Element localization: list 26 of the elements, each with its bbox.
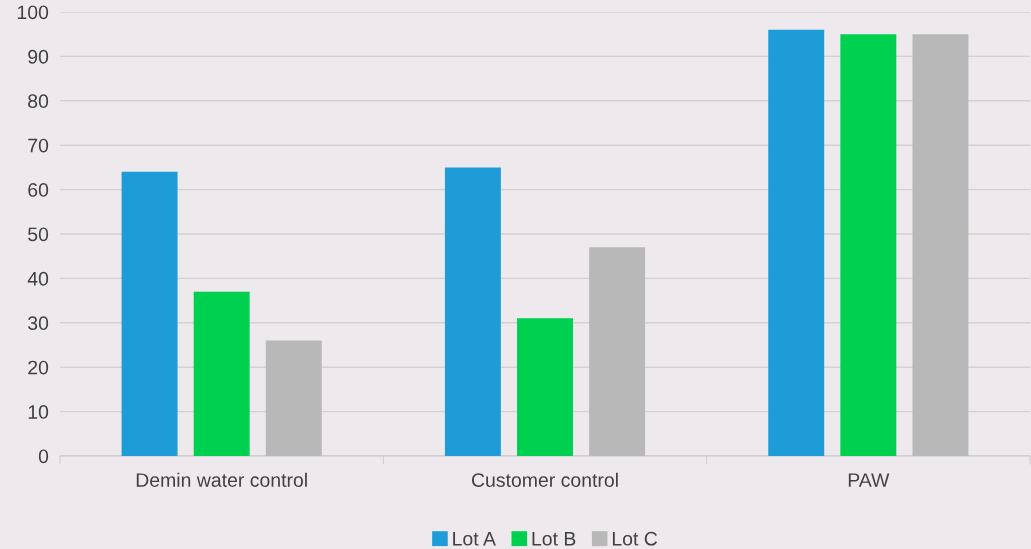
y-tick-label: 0	[38, 449, 49, 464]
x-tick-label: Customer control	[471, 472, 618, 487]
legend-label: Lot A	[453, 532, 496, 546]
y-tick-label: 80	[28, 94, 49, 109]
y-tick-label: 70	[28, 138, 49, 153]
y-tick-label: 40	[27, 271, 49, 286]
bar	[265, 340, 322, 456]
bar	[517, 318, 573, 456]
y-tick-label: 50	[28, 227, 49, 242]
y-tick-label: 30	[28, 316, 49, 331]
bar	[589, 247, 646, 456]
y-tick-label: 60	[28, 183, 49, 197]
y-tick-label: 10	[28, 405, 49, 419]
y-tick-label: 100	[17, 5, 49, 20]
bar	[193, 291, 250, 456]
bar	[121, 171, 178, 456]
bar	[912, 34, 969, 456]
legend-label: Lot B	[532, 532, 576, 546]
x-tick-label: PAW	[848, 473, 890, 487]
bar	[768, 29, 825, 456]
bar	[840, 34, 897, 456]
bar	[444, 167, 501, 456]
legend-label: Lot C	[612, 531, 658, 546]
x-tick-label: Demin water control	[136, 472, 307, 487]
y-tick-label: 90	[28, 49, 49, 64]
y-tick-label: 20	[28, 360, 49, 375]
